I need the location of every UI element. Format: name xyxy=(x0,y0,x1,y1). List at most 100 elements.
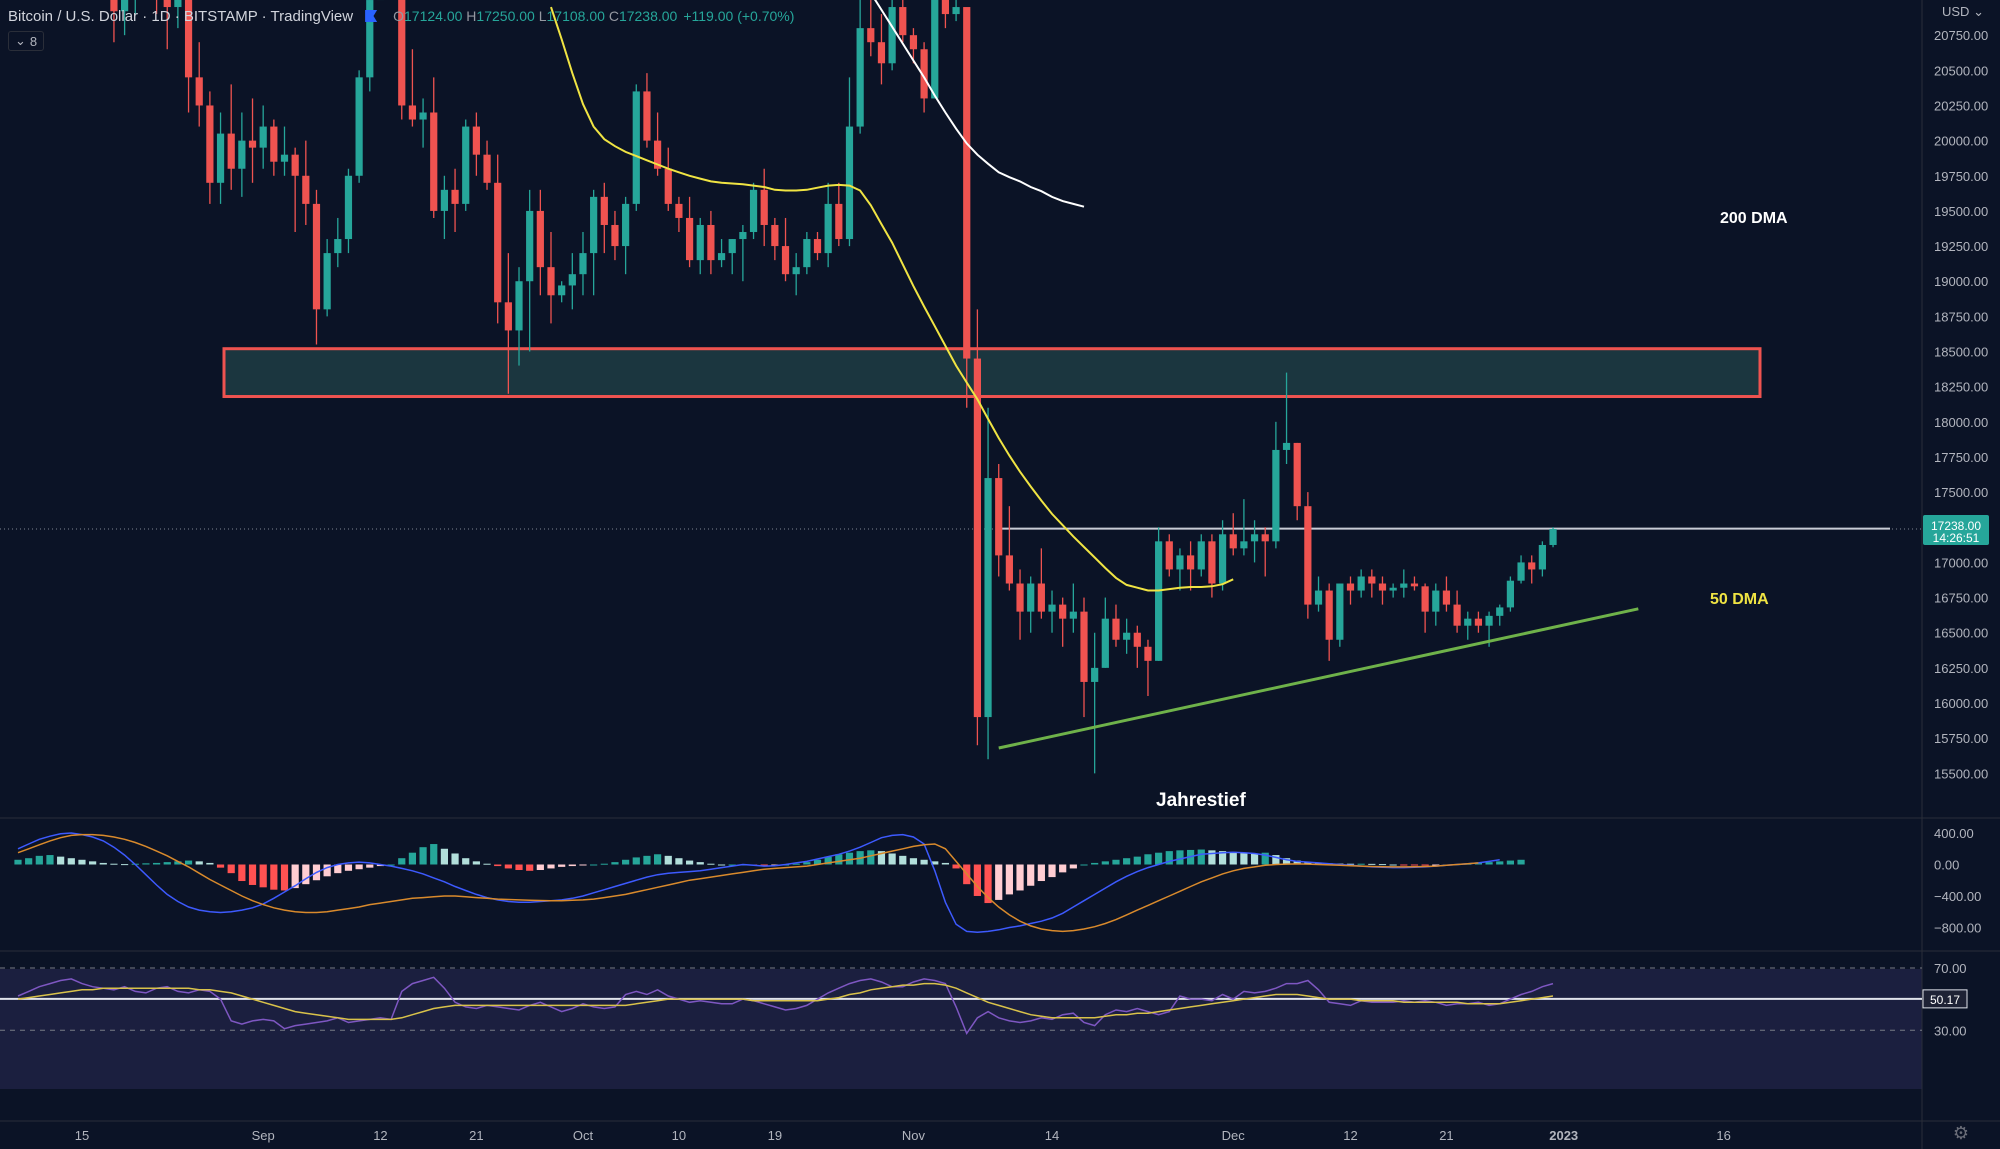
candle-body xyxy=(920,49,928,99)
candle-body xyxy=(323,253,331,310)
macd-histogram-bar xyxy=(78,859,86,865)
price-tick-label: 18500.00 xyxy=(1934,345,1988,360)
macd-histogram-bar xyxy=(302,864,310,885)
macd-histogram-bar xyxy=(792,863,800,865)
macd-histogram-bar xyxy=(547,864,555,869)
candle-body xyxy=(579,253,587,275)
macd-histogram-bar xyxy=(845,852,854,865)
macd-histogram-bar xyxy=(472,861,480,865)
price-tick-label: 20500.00 xyxy=(1934,63,1988,78)
candle-body xyxy=(216,133,225,183)
rsi-value-tag xyxy=(1922,989,1968,1009)
candle-body xyxy=(1346,583,1355,591)
support-trendline xyxy=(998,607,1639,750)
price-tick-label: 16250.00 xyxy=(1934,661,1988,676)
low-value: 17108.00 xyxy=(546,8,605,24)
candle-body xyxy=(909,35,918,50)
macd-histogram-bar xyxy=(174,861,182,865)
candle-body xyxy=(1155,541,1163,661)
rsi-ma-line xyxy=(17,982,1554,1021)
candle-body xyxy=(1176,555,1184,570)
candle-body xyxy=(184,0,193,78)
macd-signal-line xyxy=(17,833,1479,933)
macd-histogram-bar xyxy=(280,864,289,891)
macd-histogram-bar xyxy=(248,864,257,885)
price-tick-label: 18250.00 xyxy=(1934,380,1988,395)
macd-histogram-bar xyxy=(760,864,768,866)
price-tick-label: 16750.00 xyxy=(1934,591,1988,606)
candle-body xyxy=(1528,562,1536,570)
symbol-title[interactable]: Bitcoin / U.S. Dollar · 1D · BITSTAMP · … xyxy=(8,7,354,25)
macd-histogram-bar xyxy=(1485,862,1493,865)
price-axis: 20750.00 20500.00 20250.00 20000.00 19750.00… xyxy=(1934,28,1988,781)
indicator-toggle[interactable]: ⌄ 8 xyxy=(8,31,45,51)
candle-body xyxy=(1005,555,1013,584)
candle-body xyxy=(1091,667,1099,682)
time-tick-label: 21 xyxy=(1439,1128,1453,1143)
macd-histogram-bar xyxy=(110,863,118,865)
rsi-tick-label: 70.00 xyxy=(1934,961,1967,976)
gear-icon[interactable]: ⚙ xyxy=(1952,1123,1970,1143)
macd-histogram-bar xyxy=(941,862,950,865)
macd-histogram-bar xyxy=(931,861,939,865)
macd-histogram-bar xyxy=(632,857,640,865)
candle-body xyxy=(845,126,854,240)
countdown-label: 14:26:51 xyxy=(1933,531,1980,545)
candle-body xyxy=(1218,534,1227,584)
candle-body xyxy=(1464,618,1472,626)
candle-body xyxy=(302,175,310,204)
ma200-line xyxy=(874,0,1085,208)
macd-histogram-bar xyxy=(1069,864,1077,869)
candle-body xyxy=(355,77,363,176)
time-tick-label: Sep xyxy=(252,1128,275,1143)
candle-body xyxy=(792,267,800,275)
candle-body xyxy=(707,224,715,261)
candle-body xyxy=(1474,618,1483,626)
candle-body xyxy=(803,239,811,268)
macd-histogram-bar xyxy=(142,863,150,865)
candle-body xyxy=(1165,541,1173,570)
macd-histogram-bar xyxy=(675,858,683,865)
candle-body xyxy=(1144,646,1152,661)
candle-body xyxy=(941,0,950,15)
candle-body xyxy=(1549,528,1557,545)
ma50-annotation: 50 DMA xyxy=(1710,591,1769,608)
candle-body xyxy=(536,210,544,268)
candle-body xyxy=(1496,607,1504,616)
currency-selector[interactable]: USD ⌄ xyxy=(1942,4,1984,20)
current-price-label: 17238.00 xyxy=(1931,519,1981,533)
macd-tick-label: −400.00 xyxy=(1934,889,1981,904)
macd-histogram-bar xyxy=(1112,859,1120,865)
macd-histogram-bar xyxy=(430,844,438,865)
candle-body xyxy=(174,0,182,8)
candle-body xyxy=(899,7,907,36)
macd-histogram-bar xyxy=(813,859,822,865)
candle-body xyxy=(248,140,257,148)
candle-body xyxy=(717,253,726,261)
macd-pane: 400.00 0.00 −400.00 −800.00 xyxy=(14,826,1981,935)
macd-histogram-bar xyxy=(67,858,75,865)
candle-body xyxy=(334,239,342,254)
candle-body xyxy=(1432,590,1440,612)
flag-icon[interactable] xyxy=(365,10,378,22)
candle-body xyxy=(227,133,235,169)
time-tick-label: Dec xyxy=(1222,1128,1246,1143)
change-value: +119.00 (+0.70%) xyxy=(683,8,795,24)
candle-body xyxy=(1293,442,1301,507)
macd-histogram-bar xyxy=(984,864,992,904)
candle-body xyxy=(419,112,427,120)
candle-body xyxy=(1336,583,1344,640)
candle-body xyxy=(1325,590,1333,640)
candle-body xyxy=(547,267,555,296)
macd-histogram-bar xyxy=(366,864,374,868)
candle-body xyxy=(1069,611,1077,619)
macd-histogram-bar xyxy=(568,864,576,867)
macd-histogram-bar xyxy=(334,864,342,874)
candle-body xyxy=(344,175,353,240)
macd-histogram-bar xyxy=(696,862,704,865)
candle-body xyxy=(462,126,470,204)
macd-histogram-bar xyxy=(344,864,353,871)
macd-histogram-bar xyxy=(206,862,214,865)
candle-body xyxy=(1378,583,1387,591)
